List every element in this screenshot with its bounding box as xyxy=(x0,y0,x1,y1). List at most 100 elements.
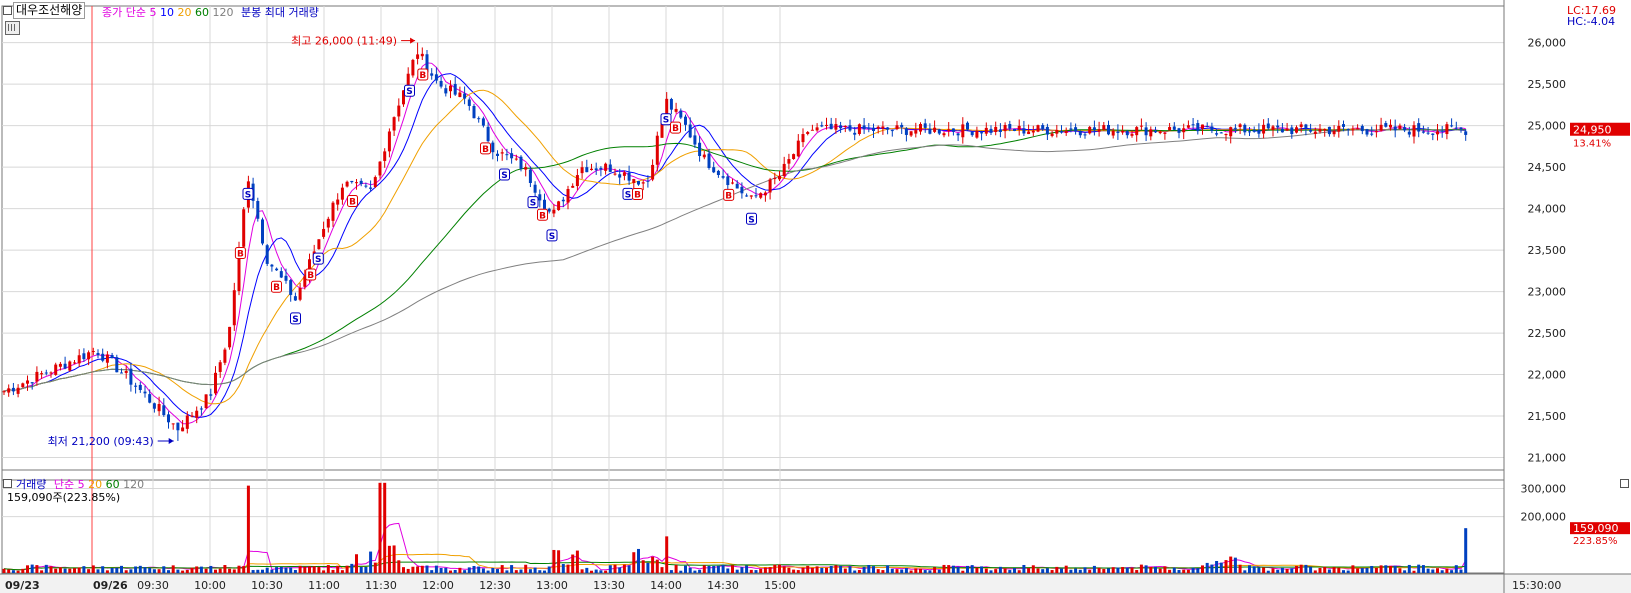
time-label: 11:00 xyxy=(308,579,340,592)
candle-body xyxy=(806,131,810,134)
volume-bar xyxy=(1365,567,1369,573)
sell-signal-icon: S xyxy=(290,312,301,325)
volume-bar xyxy=(956,566,960,573)
volume-tick-label: 300,000 xyxy=(1521,482,1567,495)
volume-bar xyxy=(120,565,123,573)
volume-bar xyxy=(91,565,95,573)
volume-bar xyxy=(1055,566,1059,573)
candle-body xyxy=(820,125,824,127)
volume-bar xyxy=(768,567,772,573)
volume-bar xyxy=(387,545,391,573)
candle-body xyxy=(975,131,979,138)
volume-bar xyxy=(1201,565,1204,573)
volume-bar xyxy=(848,566,852,573)
buy-signal-icon: B xyxy=(271,280,282,293)
candle-body xyxy=(1078,131,1082,136)
candle-body xyxy=(359,180,363,185)
volume-bar xyxy=(317,566,321,573)
candle-body xyxy=(129,368,133,385)
volume-bar xyxy=(1060,568,1063,573)
candle-body xyxy=(627,172,631,181)
candle-body xyxy=(167,414,170,423)
volume-bar xyxy=(44,564,48,573)
candle-body xyxy=(1459,127,1463,130)
candle-body xyxy=(73,362,76,364)
volume-bar xyxy=(975,567,979,573)
volume-bar xyxy=(11,570,15,573)
candle-body xyxy=(862,125,866,130)
volume-bar xyxy=(735,569,739,573)
sell-signal-icon: S xyxy=(312,252,324,265)
candle-body xyxy=(120,372,123,374)
candle-body xyxy=(1210,126,1214,131)
volume-bar xyxy=(110,567,114,573)
candle-body xyxy=(543,199,546,210)
volume-bar xyxy=(1459,569,1463,573)
volume-bar xyxy=(970,565,974,573)
sell-signal-icon: S xyxy=(242,187,254,200)
volume-bar xyxy=(881,570,885,573)
candle-body xyxy=(1445,124,1449,135)
volume-bar xyxy=(289,567,293,573)
volume-bar xyxy=(665,536,669,573)
hc-value: HC:-4.04 xyxy=(1567,15,1616,28)
svg-text:S: S xyxy=(748,215,754,225)
volume-expand-box[interactable] xyxy=(1620,479,1629,488)
candle-body xyxy=(35,371,39,382)
volume-bar xyxy=(157,569,161,573)
volume-bar xyxy=(528,569,532,573)
buy-signal-icon: B xyxy=(417,68,429,81)
collapse-box[interactable] xyxy=(3,6,12,15)
volume-bar xyxy=(1036,568,1040,573)
candle-body xyxy=(449,85,452,92)
candle-body xyxy=(364,185,368,187)
candle-body xyxy=(923,123,927,128)
volume-bar xyxy=(1252,566,1256,573)
volume-bar xyxy=(1398,568,1402,573)
volume-bar xyxy=(933,567,937,573)
current-price-pct: 13.41% xyxy=(1573,139,1611,150)
volume-bar xyxy=(547,566,551,573)
volume-bar xyxy=(1045,568,1049,573)
volume-bar xyxy=(684,565,687,573)
ma-period-20: 20 xyxy=(173,6,192,19)
volume-bar xyxy=(900,569,904,573)
volume-bar xyxy=(256,569,260,573)
svg-text:S: S xyxy=(501,171,507,181)
svg-text:S: S xyxy=(549,232,555,242)
volume-bar xyxy=(886,565,890,573)
volume-bar xyxy=(218,568,222,573)
sell-signal-icon: S xyxy=(746,212,757,225)
stock-name[interactable]: 대우조선해양 xyxy=(13,2,86,19)
svg-text:B: B xyxy=(672,124,679,134)
candle-body xyxy=(1440,130,1444,132)
candle-body xyxy=(1088,126,1092,134)
volume-bar xyxy=(298,565,302,573)
volume-bar xyxy=(171,565,175,573)
candle-body xyxy=(547,208,551,212)
sell-signal-icon: S xyxy=(499,168,510,181)
svg-text:B: B xyxy=(273,283,280,293)
high-annotation: 최고 26,000 (11:49) xyxy=(291,35,397,48)
buy-signal-icon: B xyxy=(723,188,735,201)
candle-body xyxy=(778,175,781,180)
volume-bar xyxy=(406,568,410,573)
candle-body xyxy=(655,135,659,165)
candle-body xyxy=(575,175,579,187)
candle-body xyxy=(1130,134,1134,136)
candle-body xyxy=(209,394,213,396)
candle-body xyxy=(369,187,373,189)
candle-body xyxy=(1013,128,1016,131)
volume-bar xyxy=(1356,568,1360,573)
volume-bar xyxy=(876,569,880,573)
volume-bar xyxy=(115,567,119,573)
candle-body xyxy=(904,128,908,135)
volume-collapse-box[interactable] xyxy=(3,479,12,488)
candle-body xyxy=(54,364,58,375)
candle-body xyxy=(519,156,523,169)
volume-bar xyxy=(655,559,659,573)
volume-bar xyxy=(829,565,833,573)
volume-bar xyxy=(984,568,988,573)
grid-settings-icon[interactable] xyxy=(5,21,20,35)
candle-body xyxy=(1215,133,1219,135)
